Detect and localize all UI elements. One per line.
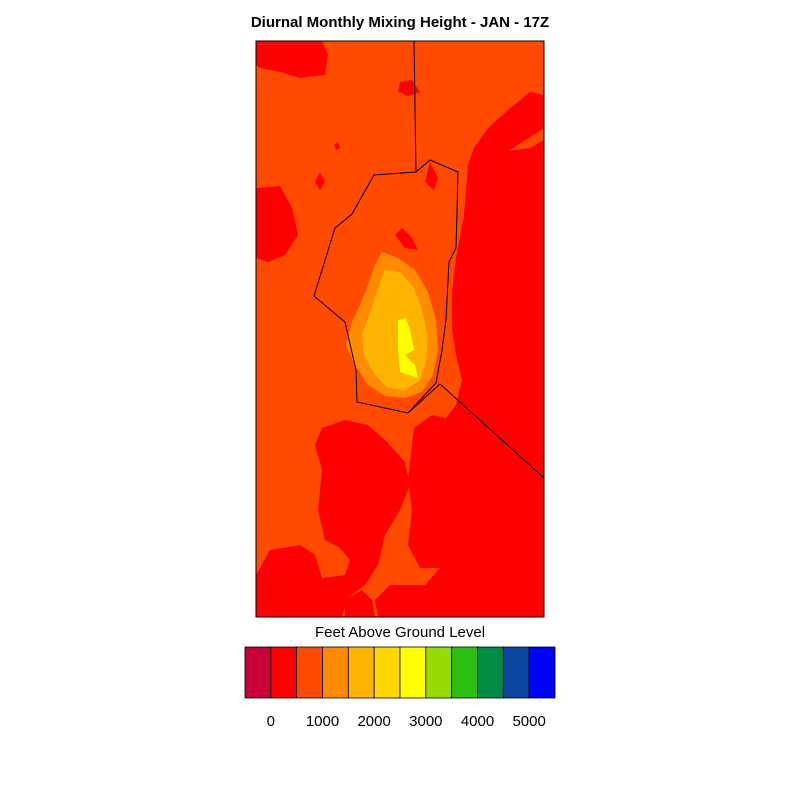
map-border <box>255 40 545 618</box>
colorbar-tick-label: 0 <box>267 713 275 730</box>
contour-band-spot-4 <box>425 162 438 190</box>
colorbar-swatch-9 <box>477 646 504 699</box>
colorbar-swatch-5 <box>373 646 401 699</box>
contour-band-spot-3 <box>315 172 325 190</box>
boundary-line-southeast <box>407 383 544 479</box>
colorbar-ticks: 0 1000 2000 3000 4000 5000 <box>267 713 546 730</box>
colorbar-tick-label: 4000 <box>461 713 494 730</box>
boundary-line-north <box>413 41 417 173</box>
colorbar-tick-label: 5000 <box>512 713 545 730</box>
colorbar-swatch-4 <box>347 646 375 699</box>
colorbar-swatch-2 <box>296 646 323 699</box>
contour-band-spot-2 <box>334 142 340 150</box>
contour-band-right-upper <box>375 92 544 617</box>
colorbar-swatch-8 <box>451 646 478 699</box>
colorbar-swatch-6 <box>399 646 427 699</box>
contour-band-bottom-center <box>345 590 375 617</box>
contour-band-peak <box>398 318 418 378</box>
contour-band-spot-5 <box>395 228 418 250</box>
chart-title: Diurnal Monthly Mixing Height - JAN - 17… <box>251 14 549 31</box>
colorbar-swatch-10 <box>502 646 530 699</box>
contour-band-top-left <box>256 41 328 78</box>
contour-band-lower-left <box>256 420 410 617</box>
contour-band-left-upper <box>256 186 298 262</box>
colorbar-swatch-7 <box>425 646 453 699</box>
colorbar-tick-label: 3000 <box>409 713 442 730</box>
colorbar <box>244 646 556 699</box>
colorbar-swatch-0 <box>244 646 272 699</box>
colorbar-label: Feet Above Ground Level <box>315 624 485 641</box>
colorbar-swatch-1 <box>270 646 298 699</box>
boundary-outline <box>313 159 459 414</box>
contour-band-core-inner <box>362 270 428 390</box>
colorbar-tick-label: 2000 <box>357 713 390 730</box>
colorbar-swatch-3 <box>322 646 349 699</box>
contour-map <box>255 40 545 618</box>
boundary-lines <box>313 41 544 479</box>
colorbar-tick-label: 1000 <box>306 713 339 730</box>
colorbar-swatch-11 <box>528 646 556 699</box>
